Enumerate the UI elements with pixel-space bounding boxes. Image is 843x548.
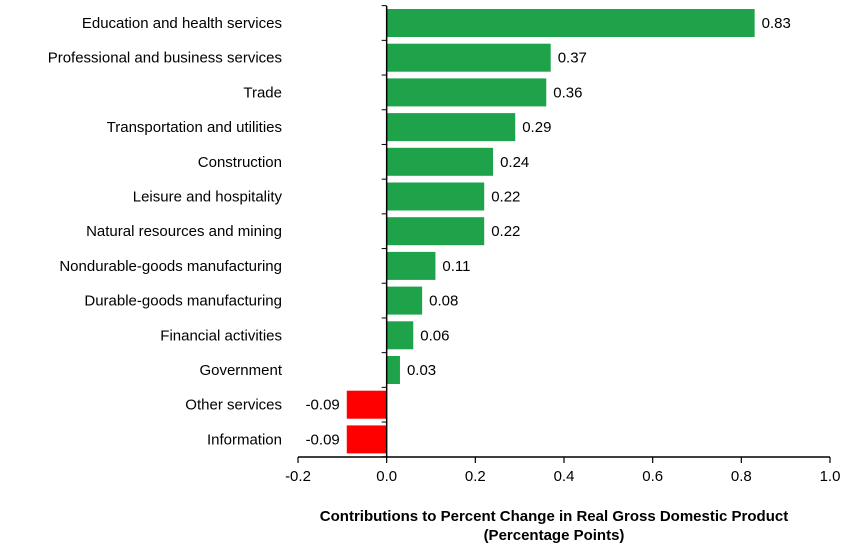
data-label: 0.36 xyxy=(553,84,582,101)
bars-layer xyxy=(346,9,755,454)
x-tick-label: 0.4 xyxy=(554,468,575,485)
bar xyxy=(386,217,485,246)
data-label: 0.06 xyxy=(420,327,449,344)
x-tick-label: -0.2 xyxy=(285,468,311,485)
data-label: 0.11 xyxy=(442,258,470,275)
labels-layer: Education and health services 0.83 Profess… xyxy=(48,15,791,448)
data-label: 0.29 xyxy=(522,119,551,136)
x-tick-label: 0.0 xyxy=(376,468,397,485)
category-label: Natural resources and mining xyxy=(86,223,282,240)
bar xyxy=(386,78,547,107)
data-label: 0.22 xyxy=(491,223,520,240)
data-label: -0.09 xyxy=(306,431,340,448)
data-label: 0.22 xyxy=(491,189,520,206)
x-tick-label: 0.6 xyxy=(642,468,663,485)
bar xyxy=(386,43,551,72)
data-label: 0.08 xyxy=(429,293,458,310)
axes-layer: -0.2 0.0 0.2 0.4 0.6 0.8 1.0 xyxy=(285,5,841,485)
category-label: Education and health services xyxy=(82,15,282,32)
bar xyxy=(386,251,436,280)
category-label: Information xyxy=(207,431,282,448)
bar xyxy=(386,9,755,37)
bar xyxy=(386,286,423,315)
bar xyxy=(386,321,414,350)
x-tick-label: 0.2 xyxy=(465,468,486,485)
bar xyxy=(386,113,516,142)
data-label: 0.37 xyxy=(558,50,587,67)
x-tick-label: 1.0 xyxy=(820,468,841,485)
category-label: Nondurable-goods manufacturing xyxy=(59,258,282,275)
bar xyxy=(346,425,387,454)
data-label: 0.24 xyxy=(500,154,529,171)
category-label: Trade xyxy=(243,84,282,101)
x-axis-title-line-2: (Percentage Points) xyxy=(484,527,625,544)
category-label: Durable-goods manufacturing xyxy=(84,293,282,310)
category-label: Other services xyxy=(185,397,282,414)
category-label: Transportation and utilities xyxy=(107,119,282,136)
data-label: -0.09 xyxy=(306,397,340,414)
bar xyxy=(386,356,400,384)
category-label: Professional and business services xyxy=(48,50,282,67)
bar xyxy=(386,147,494,176)
category-label: Government xyxy=(199,362,282,379)
category-label: Leisure and hospitality xyxy=(133,189,283,206)
data-label: 0.03 xyxy=(407,362,436,379)
data-label: 0.83 xyxy=(762,15,791,32)
category-label: Financial activities xyxy=(160,327,282,344)
bar xyxy=(386,182,485,211)
bar xyxy=(346,390,387,419)
x-tick-label: 0.8 xyxy=(731,468,752,485)
category-label: Construction xyxy=(198,154,282,171)
x-axis-title-line-1: Contributions to Percent Change in Real … xyxy=(320,508,788,525)
